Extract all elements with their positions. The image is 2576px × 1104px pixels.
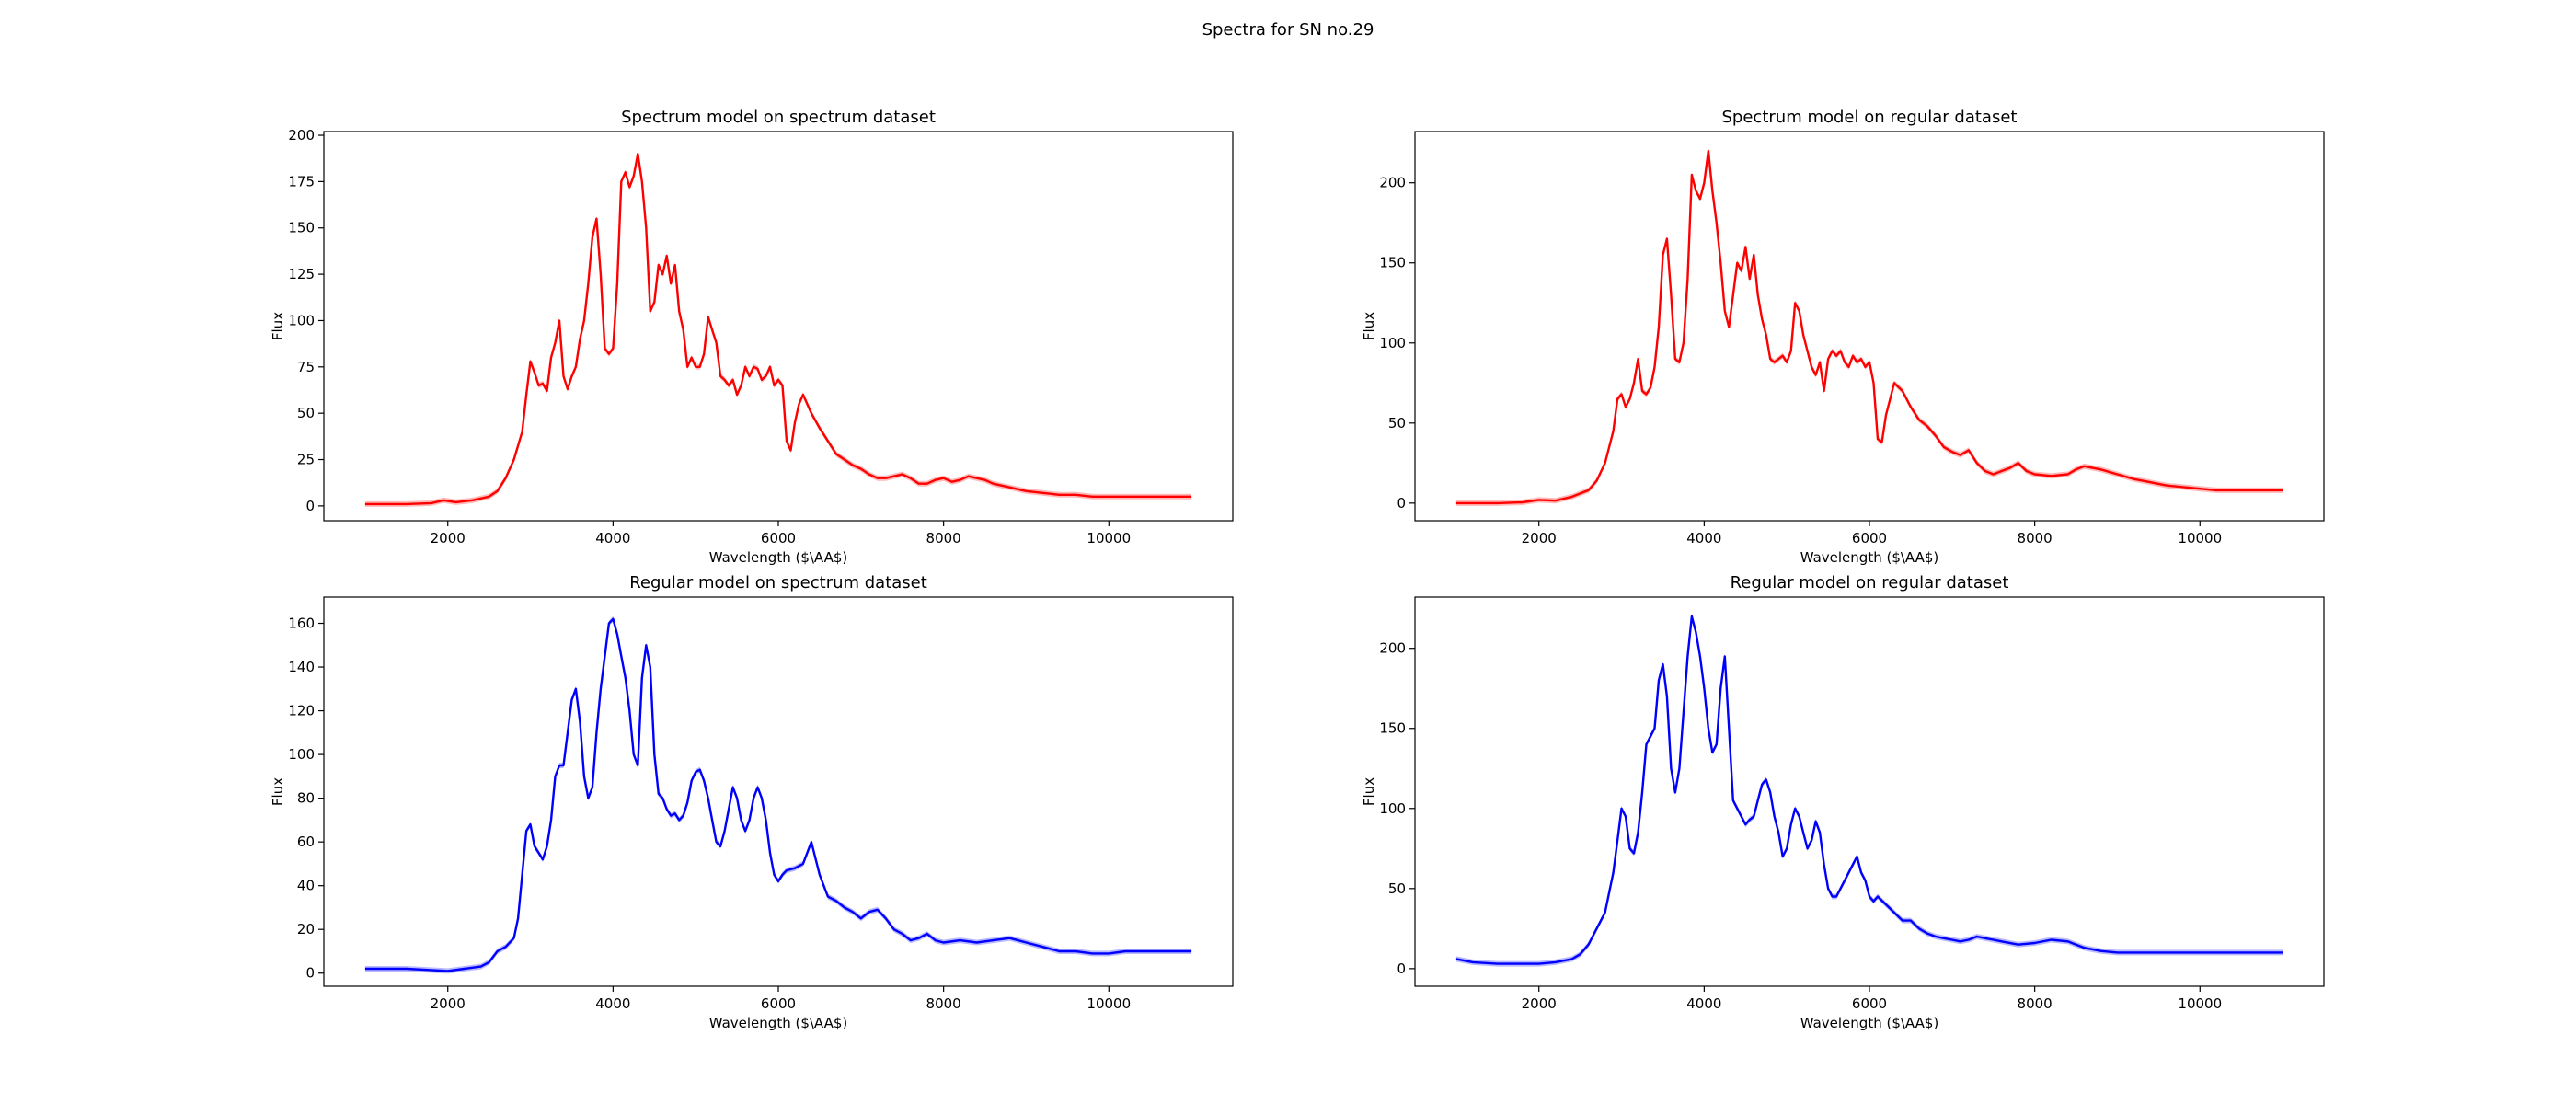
y-tick-label: 75: [297, 359, 315, 375]
y-tick-label: 125: [288, 266, 315, 282]
x-axis-label: Wavelength ($\AA$): [1800, 1015, 1939, 1031]
y-tick-label: 50: [1388, 880, 1406, 897]
y-tick-label: 80: [297, 790, 315, 807]
x-tick-label: 2000: [1522, 530, 1557, 546]
y-tick-label: 40: [297, 878, 315, 894]
y-tick-label: 0: [305, 498, 315, 514]
y-tick-label: 200: [1379, 640, 1406, 657]
x-tick-label: 10000: [2178, 995, 2222, 1012]
x-tick-label: 8000: [2018, 530, 2053, 546]
figure-suptitle: Spectra for SN no.29: [1202, 20, 1374, 40]
x-tick-label: 6000: [761, 530, 796, 546]
axes-frame: [1414, 596, 2325, 987]
y-tick-label: 20: [297, 921, 315, 937]
x-tick-label: 10000: [1087, 530, 1131, 546]
panel-title: Spectrum model on regular dataset: [1722, 108, 2018, 127]
panel-title: Spectrum model on spectrum dataset: [621, 108, 936, 127]
panel-title: Regular model on regular dataset: [1731, 573, 2009, 592]
y-tick-label: 100: [288, 746, 315, 763]
panel-regular-model-spectrum-dataset: Regular model on spectrum dataset Wavele…: [270, 573, 1234, 1031]
x-axis-label: Wavelength ($\AA$): [709, 549, 848, 566]
panel-title: Regular model on spectrum dataset: [629, 573, 927, 592]
y-tick-label: 150: [1379, 255, 1406, 271]
x-axis-label: Wavelength ($\AA$): [709, 1015, 848, 1031]
panel-spectrum-model-regular-dataset: Spectrum model on regular dataset Wavele…: [1361, 108, 2325, 566]
uncertainty-band: [1455, 613, 2283, 967]
axes-frame: [323, 596, 1234, 987]
y-axis-label: Flux: [270, 777, 286, 806]
y-axis-label: Flux: [1361, 312, 1377, 340]
y-axis-label: Flux: [1361, 777, 1377, 806]
x-tick-label: 6000: [1852, 530, 1887, 546]
x-tick-label: 6000: [761, 995, 796, 1012]
uncertainty-band: [364, 615, 1192, 974]
x-axis-label: Wavelength ($\AA$): [1800, 549, 1939, 566]
y-tick-label: 200: [1379, 175, 1406, 191]
y-tick-label: 0: [1397, 495, 1406, 512]
spectrum-line: [1455, 615, 2283, 965]
y-tick-label: 140: [288, 659, 315, 675]
y-tick-label: 50: [1388, 415, 1406, 431]
x-tick-label: 4000: [1686, 995, 1721, 1012]
y-tick-label: 100: [1379, 800, 1406, 817]
x-tick-label: 4000: [1686, 530, 1721, 546]
y-tick-label: 0: [305, 965, 315, 982]
y-tick-label: 150: [288, 220, 315, 236]
x-tick-label: 2000: [1522, 995, 1557, 1012]
y-tick-label: 50: [297, 405, 315, 421]
y-tick-label: 200: [288, 127, 315, 144]
x-tick-label: 2000: [431, 995, 466, 1012]
y-tick-label: 150: [1379, 720, 1406, 737]
panel-spectrum-model-spectrum-dataset: Spectrum model on spectrum dataset Wavel…: [270, 108, 1234, 566]
x-tick-label: 6000: [1852, 995, 1887, 1012]
y-tick-label: 175: [288, 173, 315, 190]
x-tick-label: 4000: [595, 995, 630, 1012]
x-tick-label: 8000: [2018, 995, 2053, 1012]
uncertainty-band: [1455, 147, 2283, 506]
y-tick-label: 120: [288, 703, 315, 719]
y-tick-label: 100: [1379, 335, 1406, 351]
x-tick-label: 2000: [431, 530, 466, 546]
spectrum-line: [364, 617, 1192, 972]
y-tick-label: 0: [1397, 960, 1406, 977]
y-tick-label: 25: [297, 452, 315, 468]
y-tick-label: 100: [288, 312, 315, 328]
x-tick-label: 8000: [926, 530, 961, 546]
x-tick-label: 10000: [2178, 530, 2222, 546]
axes-frame: [323, 131, 1234, 522]
x-tick-label: 10000: [1087, 995, 1131, 1012]
y-tick-label: 160: [288, 615, 315, 632]
spectrum-line: [1455, 149, 2283, 505]
panel-regular-model-regular-dataset: Regular model on regular dataset Wavelen…: [1361, 573, 2325, 1031]
y-axis-label: Flux: [270, 312, 286, 340]
spectrum-line: [364, 152, 1192, 506]
y-tick-label: 60: [297, 834, 315, 850]
x-tick-label: 4000: [595, 530, 630, 546]
axes-frame: [1414, 131, 2325, 522]
uncertainty-band: [364, 151, 1192, 507]
x-tick-label: 8000: [926, 995, 961, 1012]
